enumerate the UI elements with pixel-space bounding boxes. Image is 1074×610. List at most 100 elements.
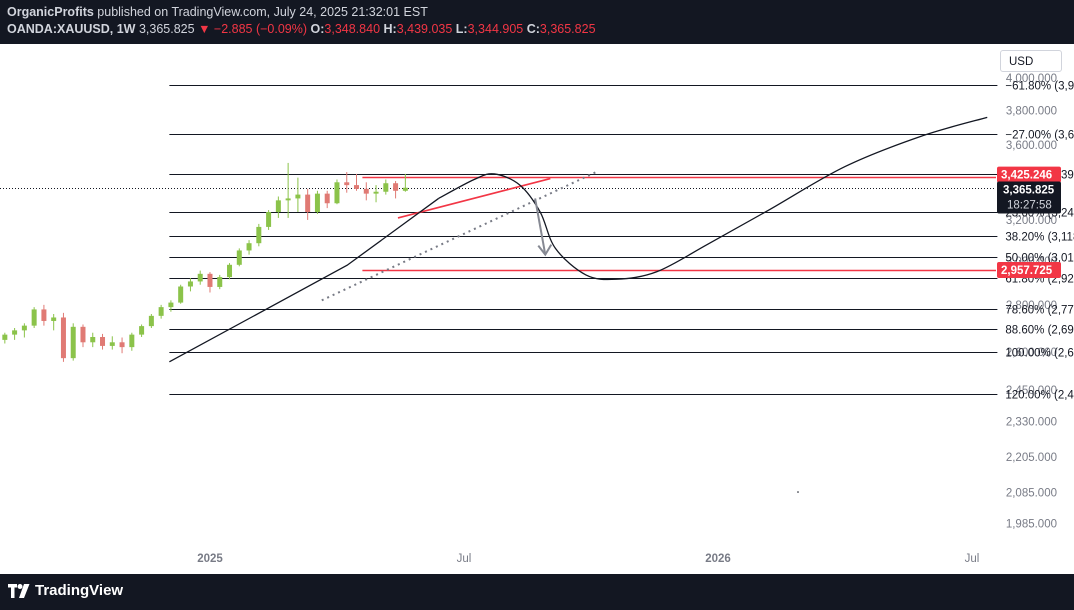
brand-name: TradingView [35,582,124,599]
y-tick-label: 2,205.000 [1006,452,1057,464]
candle-body [90,337,96,343]
candle-body [41,309,47,321]
red-price-badge [997,166,1061,183]
candle-body [187,281,193,287]
candle-body [31,309,37,326]
low-label: L: [455,22,468,36]
price-badges: 3,425.246 2,957.725 3,365.825 18:27:58 [997,166,1061,279]
y-tick-label: 4,000.000 [1006,73,1057,85]
y-tick-label: 2,450.000 [1006,385,1057,397]
candle-body [119,342,125,348]
fib-level-label: 50.00% (3,019.603) [1005,253,1074,265]
candle-body [285,198,291,201]
fib-level-label: 88.60% (2,695.774) [1005,325,1074,337]
high-label: H: [383,22,397,36]
close-label: C: [526,22,540,36]
candle-body [80,326,86,343]
candle-body [217,277,223,287]
red-trendline [397,177,551,219]
candle-body [129,334,135,348]
candle-body [295,194,301,199]
fib-level-label: 78.60% (2,779.668) [1005,305,1074,317]
chart-header: OrganicProfits published on TradingView.… [0,0,1074,44]
horizontal-rays [362,176,996,272]
candle-body [51,317,57,321]
candle-body [197,273,203,282]
candle-body [139,326,145,335]
x-tick-label: 2026 [705,553,731,565]
candle-body [383,183,389,192]
candle-body [148,315,154,327]
candle-body [158,307,164,316]
candle-body [314,193,320,213]
chart-area[interactable]: 4,000.0003,800.0003,600.0003,400.0003,20… [0,44,1074,574]
y-tick-label: 1,985.000 [1006,519,1057,531]
candle-body [246,243,252,251]
red-price-badge-label: 2,957.725 [1001,265,1053,277]
candle-body [12,330,18,335]
stray-dot [797,491,799,493]
candle-body [100,337,106,346]
candle-body [109,342,115,346]
drawings [169,116,988,363]
y-tick-label: 3,000.000 [1006,256,1057,268]
candle-body [393,183,399,191]
current-price-badge [997,181,1061,214]
high-value: 3,439.035 [396,22,453,36]
low-value: 3,344.905 [467,22,524,36]
arrow-shaft [534,198,547,255]
red-price-badge [997,262,1061,279]
currency-button[interactable]: USD [1000,50,1062,72]
publisher-name: OrganicProfits [7,5,94,19]
tradingview-logo-icon [8,583,30,598]
red-price-badge-label: 3,425.246 [1001,170,1052,182]
open-value: 3,348.840 [324,22,381,36]
publisher-line: OrganicProfits published on TradingView.… [7,5,428,19]
fib-level-label: −61.80% (3,957.533) [1005,81,1074,93]
candle-body [207,273,213,287]
arrow-head [537,244,553,257]
candle-body [305,194,311,213]
y-axis-ticks: 4,000.0003,800.0003,600.0003,400.0003,20… [1006,73,1057,531]
x-axis-ticks: Jul2025Jul2026Jul2027Jul2028 [197,553,979,565]
price-chart[interactable]: 4,000.0003,800.0003,600.0003,400.0003,20… [0,44,1074,574]
candle-body [168,302,174,308]
candle-body [266,212,272,227]
projection-curve [438,116,988,281]
footer-bar: TradingView [0,574,1074,610]
y-tick-label: 3,600.000 [1006,140,1057,152]
fib-level-label: 120.00% (2,432.349) [1005,390,1074,402]
open-label: O: [310,22,325,36]
candle-body [2,334,8,340]
candle-body [178,286,184,303]
dotted-trendline [321,171,597,302]
y-tick-label: 3,800.000 [1006,106,1057,118]
price-change: ▼ −2.885 (−0.09%) [198,22,308,36]
candle-body [70,326,76,359]
candle-body [227,264,233,278]
candle-body [354,185,360,189]
candle-body [373,191,379,194]
y-tick-label: 2,085.000 [1006,487,1057,499]
fib-level-label: 100.00% (2,600.136) [1005,348,1074,360]
x-tick-label: 2025 [197,553,223,565]
candle-body [334,182,340,204]
fib-level-label: −27.00% (3,665.583) [1005,130,1074,142]
candles [2,162,408,362]
candle-body [236,250,242,265]
price-axis [996,44,1074,574]
publish-info: published on TradingView.com, July 24, 2… [93,5,428,19]
support-curve [169,197,439,363]
candle-body [344,182,350,186]
y-tick-label: 3,200.000 [1006,215,1057,227]
candle-body [21,325,27,331]
y-tick-label: 2,800.000 [1006,300,1057,312]
bar-countdown-timer: 18:27:58 [1007,200,1052,212]
candle-body [275,200,281,213]
symbol-label[interactable]: OANDA:XAUUSD, 1W [7,22,136,36]
candle-body [256,226,262,244]
candle-body [402,187,408,191]
last-price: 3,365.825 [138,22,195,36]
y-tick-label: 2,330.000 [1006,417,1057,429]
tradingview-logo[interactable]: TradingView [8,582,123,599]
